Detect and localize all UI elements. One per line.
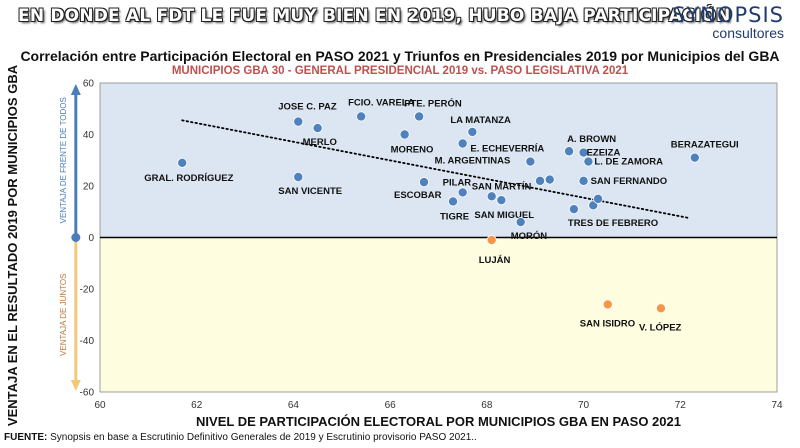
point-label: PILAR [443, 177, 472, 188]
data-point [293, 116, 304, 127]
point-label: EZEIZA [587, 148, 621, 159]
point-label: ESCOBAR [394, 190, 442, 201]
headline-banner: EN DONDE AL FDT LE FUE MUY BIEN EN 2019,… [18, 6, 731, 26]
point-label: JOSE C. PAZ [278, 102, 337, 113]
point-label: E. ECHEVERRÍA [470, 144, 544, 155]
data-point [467, 126, 478, 137]
data-point [583, 156, 594, 167]
y-tick-label: 60 [83, 79, 95, 90]
data-point [177, 157, 188, 168]
point-label: A. BROWN [567, 134, 616, 145]
point-label: SAN ISIDRO [580, 318, 635, 329]
point-label: FCIO. VARELA [348, 97, 414, 108]
data-point [293, 171, 304, 182]
x-tick-label: 70 [578, 400, 590, 411]
data-point [602, 299, 613, 310]
data-point [578, 147, 589, 158]
point-label: BERAZATEGUI [671, 140, 739, 151]
y-tick-label: 0 [88, 233, 94, 244]
y-tick-label: -40 [80, 336, 95, 347]
point-label: M. ARGENTINAS [435, 156, 511, 167]
trendline [181, 119, 691, 220]
down-arrow-head [70, 380, 81, 391]
arrow-origin-dot [71, 233, 81, 242]
data-point [486, 191, 497, 202]
data-point [448, 196, 459, 207]
chart-subtitle: MUNICIPIOS GBA 30 - GENERAL PRESIDENCIAL… [171, 65, 629, 77]
point-label: L. DE ZAMORA [594, 157, 663, 168]
point-label: MORÓN [511, 230, 548, 242]
y-tick-label: -60 [80, 388, 95, 399]
point-label: TIGRE [440, 211, 469, 222]
x-tick-label: 64 [288, 400, 300, 411]
point-label: SAN MARTÍN [472, 181, 532, 192]
x-tick-label: 66 [385, 400, 397, 411]
point-label: PTE. PERÓN [404, 97, 462, 109]
data-point [593, 193, 604, 204]
source-text: Synopsis en base a Escrutinio Definitivo… [47, 432, 477, 443]
data-point [525, 156, 536, 167]
data-point [564, 146, 575, 157]
x-tick-label: 62 [191, 400, 203, 411]
point-label: SAN MIGUEL [474, 210, 534, 221]
data-point [544, 174, 555, 185]
lower-band-label: VENTAJA DE JUNTOS [59, 274, 68, 356]
point-label: TRES DE FEBRERO [568, 218, 658, 229]
source-prefix: FUENTE: [4, 432, 48, 443]
data-point [655, 303, 666, 314]
lower-band [100, 237, 777, 392]
point-label: V. LÓPEZ [639, 321, 682, 333]
data-point [578, 175, 589, 186]
data-point [312, 123, 323, 134]
y-tick-label: -20 [80, 285, 95, 296]
point-label: MERLO [303, 137, 337, 148]
data-point [535, 175, 546, 186]
data-point [568, 204, 579, 215]
point-label: GRAL. RODRÍGUEZ [144, 173, 233, 184]
x-tick-label: 72 [675, 400, 687, 411]
x-tick-label: 74 [771, 400, 783, 411]
data-point [486, 235, 497, 246]
source-note: FUENTE: Synopsis en base a Escrutinio De… [4, 432, 477, 443]
up-arrow-head [70, 84, 81, 95]
data-point [689, 152, 700, 163]
chart-title: Correlación entre Participación Electora… [20, 48, 780, 64]
y-axis-title: VENTAJA EN EL RESULTADO 2019 POR MUNICIP… [5, 64, 20, 426]
data-point [496, 195, 507, 206]
data-point [457, 187, 468, 198]
data-point [414, 111, 425, 122]
upper-band-label: VENTAJA DE FRENTE DE TODOS [59, 97, 68, 223]
x-tick-label: 60 [94, 400, 106, 411]
point-label: LA MATANZA [450, 115, 511, 126]
data-point [457, 138, 468, 149]
point-label: MORENO [391, 145, 434, 156]
y-tick-label: 20 [83, 182, 95, 193]
point-label: LUJÁN [479, 255, 511, 266]
data-point [399, 129, 410, 140]
point-label: SAN FERNANDO [591, 176, 668, 187]
x-tick-label: 68 [481, 400, 493, 411]
point-label: SAN VICENTE [278, 186, 342, 197]
x-axis-title: NIVEL DE PARTICIPACIÓN ELECTORAL POR MUN… [196, 414, 681, 429]
data-point [418, 177, 429, 188]
data-point [515, 217, 526, 228]
logo-main-text: SYNOPSIS [672, 3, 784, 27]
upper-band [100, 83, 777, 238]
data-point [356, 111, 367, 122]
logo-sub-text: consultores [712, 25, 784, 41]
synopsis-logo: SYNOPSIS consultores [672, 4, 784, 40]
y-tick-label: 40 [83, 130, 95, 141]
